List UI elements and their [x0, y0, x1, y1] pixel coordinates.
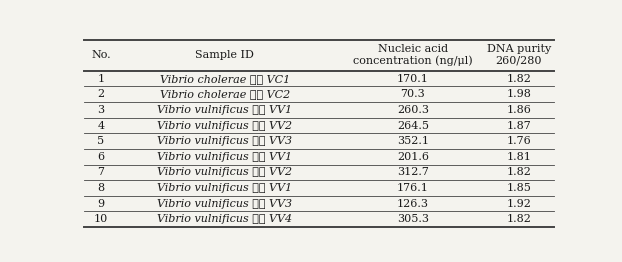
Text: Vibrio vulnificus 부경 VV2: Vibrio vulnificus 부경 VV2: [157, 167, 292, 177]
Text: 2: 2: [97, 89, 104, 99]
Text: 4: 4: [97, 121, 104, 130]
Text: 264.5: 264.5: [397, 121, 429, 130]
Text: Vibrio vulnificus 군산 VV1: Vibrio vulnificus 군산 VV1: [157, 105, 292, 115]
Text: Vibrio vulnificus 군산 VV2: Vibrio vulnificus 군산 VV2: [157, 121, 292, 130]
Text: 7: 7: [98, 167, 104, 177]
Text: Vibrio vulnificus 부경 VV4: Vibrio vulnificus 부경 VV4: [157, 214, 292, 224]
Text: 260.3: 260.3: [397, 105, 429, 115]
Text: 10: 10: [94, 214, 108, 224]
Text: 1: 1: [97, 74, 104, 84]
Text: Vibrio vulnificus 군산 VV3: Vibrio vulnificus 군산 VV3: [157, 136, 292, 146]
Text: 8: 8: [97, 183, 104, 193]
Text: 3: 3: [97, 105, 104, 115]
Text: 352.1: 352.1: [397, 136, 429, 146]
Text: Vibrio vulnificus 부경 VV1: Vibrio vulnificus 부경 VV1: [157, 152, 292, 162]
Text: Vibrio vulnificus 강릅 VV1: Vibrio vulnificus 강릅 VV1: [157, 183, 292, 193]
Text: Vibrio cholerae 군산 VC1: Vibrio cholerae 군산 VC1: [160, 74, 290, 84]
Text: 6: 6: [97, 152, 104, 162]
Text: 201.6: 201.6: [397, 152, 429, 162]
Text: 1.81: 1.81: [506, 152, 531, 162]
Text: 1.85: 1.85: [506, 183, 531, 193]
Text: 126.3: 126.3: [397, 199, 429, 209]
Text: 5: 5: [97, 136, 104, 146]
Text: 1.82: 1.82: [506, 214, 531, 224]
Text: No.: No.: [91, 50, 111, 60]
Text: 1.92: 1.92: [506, 199, 531, 209]
Text: 170.1: 170.1: [397, 74, 429, 84]
Text: Nucleic acid: Nucleic acid: [378, 45, 448, 54]
Text: 176.1: 176.1: [397, 183, 429, 193]
Text: 312.7: 312.7: [397, 167, 429, 177]
Text: 70.3: 70.3: [401, 89, 425, 99]
Text: 1.87: 1.87: [506, 121, 531, 130]
Text: 260/280: 260/280: [496, 56, 542, 66]
Text: 9: 9: [97, 199, 104, 209]
Text: 1.82: 1.82: [506, 167, 531, 177]
Text: 1.98: 1.98: [506, 89, 531, 99]
Text: Sample ID: Sample ID: [195, 50, 254, 60]
Text: concentration (ng/μl): concentration (ng/μl): [353, 56, 473, 66]
Text: 1.82: 1.82: [506, 74, 531, 84]
Text: 1.86: 1.86: [506, 105, 531, 115]
Text: 305.3: 305.3: [397, 214, 429, 224]
Text: Vibrio cholerae 군산 VC2: Vibrio cholerae 군산 VC2: [160, 89, 290, 99]
Text: 1.76: 1.76: [506, 136, 531, 146]
Text: DNA purity: DNA purity: [486, 45, 551, 54]
Text: Vibrio vulnificus 부경 VV3: Vibrio vulnificus 부경 VV3: [157, 199, 292, 209]
